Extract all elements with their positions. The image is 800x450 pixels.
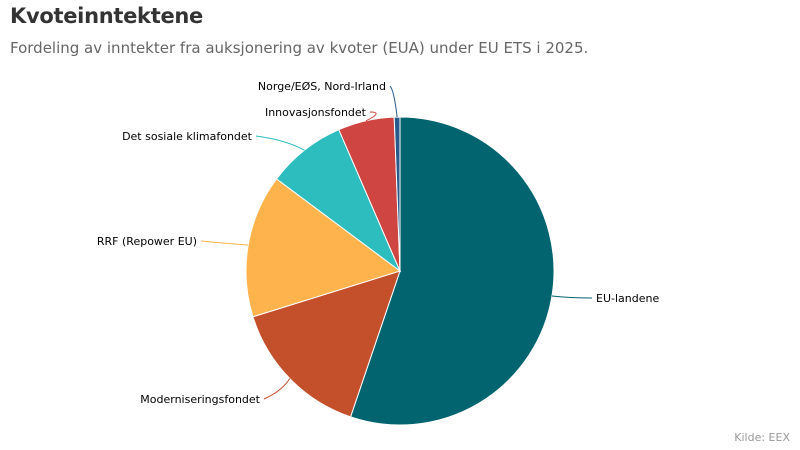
slice-label-det-sosiale-klimafondet: Det sosiale klimafondet: [122, 130, 253, 143]
pie-slice-rrf-repower-eu[interactable]: [245, 178, 402, 318]
slice-label-rrf-repower-eu: RRF (Repower EU): [97, 235, 197, 248]
slice-label-moderniseringsfondet: Moderniseringsfondet: [140, 393, 260, 406]
leader-line-moderniseringsfondet: [263, 378, 291, 400]
slice-label-innovasjonsfondet: Innovasjonsfondet: [265, 106, 367, 119]
chart-subtitle: Fordeling av inntekter fra auksjonering …: [10, 39, 589, 57]
leader-line-rrf-repower-eu: [200, 240, 249, 246]
pie-slice-moderniseringsfondet[interactable]: [252, 270, 401, 418]
chart-title: Kvoteinntektene: [10, 4, 203, 28]
leader-line-eu-landene: [551, 295, 593, 299]
slice-label-norge-e-s-nord-irland: Norge/EØS, Nord-Irland: [258, 80, 386, 93]
source-note: Kilde: EEX: [734, 431, 790, 444]
leader-line-det-sosiale-klimafondet: [255, 135, 305, 151]
slice-label-eu-landene: EU-landene: [596, 292, 659, 305]
leader-line-innovasjonsfondet: [365, 111, 377, 122]
leader-line-norge-e-s-nord-irland: [389, 85, 398, 118]
